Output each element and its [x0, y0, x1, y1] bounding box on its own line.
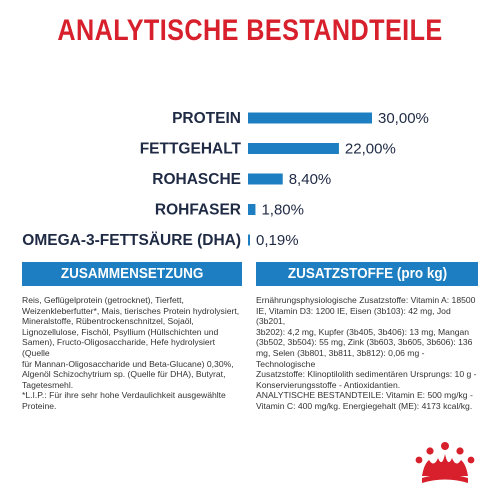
composition-line: Reis, Geflügelprotein (getrocknet), Tier…	[22, 295, 184, 305]
value-label: 30,00%	[378, 110, 429, 127]
composition-line: Algenöl Schizochytrium sp. (Quelle für D…	[22, 369, 226, 380]
value-label: 0,19%	[256, 232, 299, 249]
additives-line: IE, Vitamin D3: 1200 IE, Eisen (3b103): …	[256, 305, 451, 327]
value-label: 1,80%	[261, 202, 304, 219]
crown-icon	[415, 442, 475, 483]
category-label: ROHASCHE	[152, 171, 241, 188]
composition-line: *L.I.P.: Für ihre sehr hohe Verdaulichke…	[22, 390, 226, 401]
composition-line: Lignozellulose, Fischöl, Psyllium (Hülls…	[22, 326, 219, 337]
bar	[248, 143, 339, 154]
bar	[248, 173, 283, 185]
additives-line: 3b202): 4,2 mg, Kupfer (3b405, 3b406): 1…	[256, 326, 470, 337]
additives-line: Konservierungsstoffe - Antioxidantien.	[256, 379, 401, 390]
additives-line: Zusatzstoffe: Klinoptilolith sedimentäre…	[256, 369, 477, 380]
additives-line: Vitamin C: 400 mg/kg. Energiegehalt (ME)…	[256, 400, 473, 411]
additives-line: mg, Selen (3b801, 3b811, 3b812): 0,06 mg…	[256, 347, 425, 369]
category-label: PROTEIN	[172, 110, 241, 127]
composition-heading: ZUSAMMENSETZUNG	[60, 265, 204, 282]
value-label: 8,40%	[289, 171, 332, 188]
additives-line: Ernährungsphysiologische Zusatzstoffe: V…	[256, 295, 476, 305]
page-title: ANALYTISCHE BESTANDTEILE	[57, 14, 443, 47]
composition-text: Reis, Geflügelprotein (getrocknet), Tier…	[22, 295, 244, 412]
bar	[248, 204, 256, 215]
additives-heading-panel: ZUSATZSTOFFE (pro kg)	[256, 262, 478, 286]
bar	[248, 112, 372, 124]
additives-line: ANALYTISCHE BESTANDTEILE: Vitamin E: 500…	[256, 390, 473, 401]
category-label: ROHFASER	[155, 202, 241, 219]
value-label: 22,00%	[345, 141, 396, 158]
analysis-bar-chart: PROTEIN 30,00% FETTGEHALT 22,00% ROHASCHE 8,4…	[22, 110, 429, 249]
composition-heading-panel: ZUSAMMENSETZUNG	[22, 262, 242, 286]
composition-line: Proteine.	[22, 400, 57, 411]
category-label: OMEGA-3-FETTSÄURE (DHA)	[22, 232, 241, 249]
category-label: FETTGEHALT	[140, 141, 242, 158]
bar	[248, 234, 250, 246]
composition-line: für Mannan-Oligosaccharide und Beta-Gluc…	[22, 358, 234, 369]
composition-line: Weizenkleberfutter*, Mais, tierisches Pr…	[22, 305, 240, 316]
composition-line: Samen), Fructo-Oligosaccharide, Hefe hyd…	[22, 337, 215, 358]
additives-text: Ernährungsphysiologische Zusatzstoffe: V…	[256, 295, 480, 412]
composition-line: Mineralstoffe, Rübentrockenschnitzel, So…	[22, 316, 194, 327]
composition-line: Tagetesmehl.	[22, 379, 74, 390]
additives-line: (3b502, 3b504): 55 mg, Zink (3b603, 3b60…	[256, 337, 473, 348]
additives-heading: ZUSATZSTOFFE (pro kg)	[287, 265, 447, 282]
